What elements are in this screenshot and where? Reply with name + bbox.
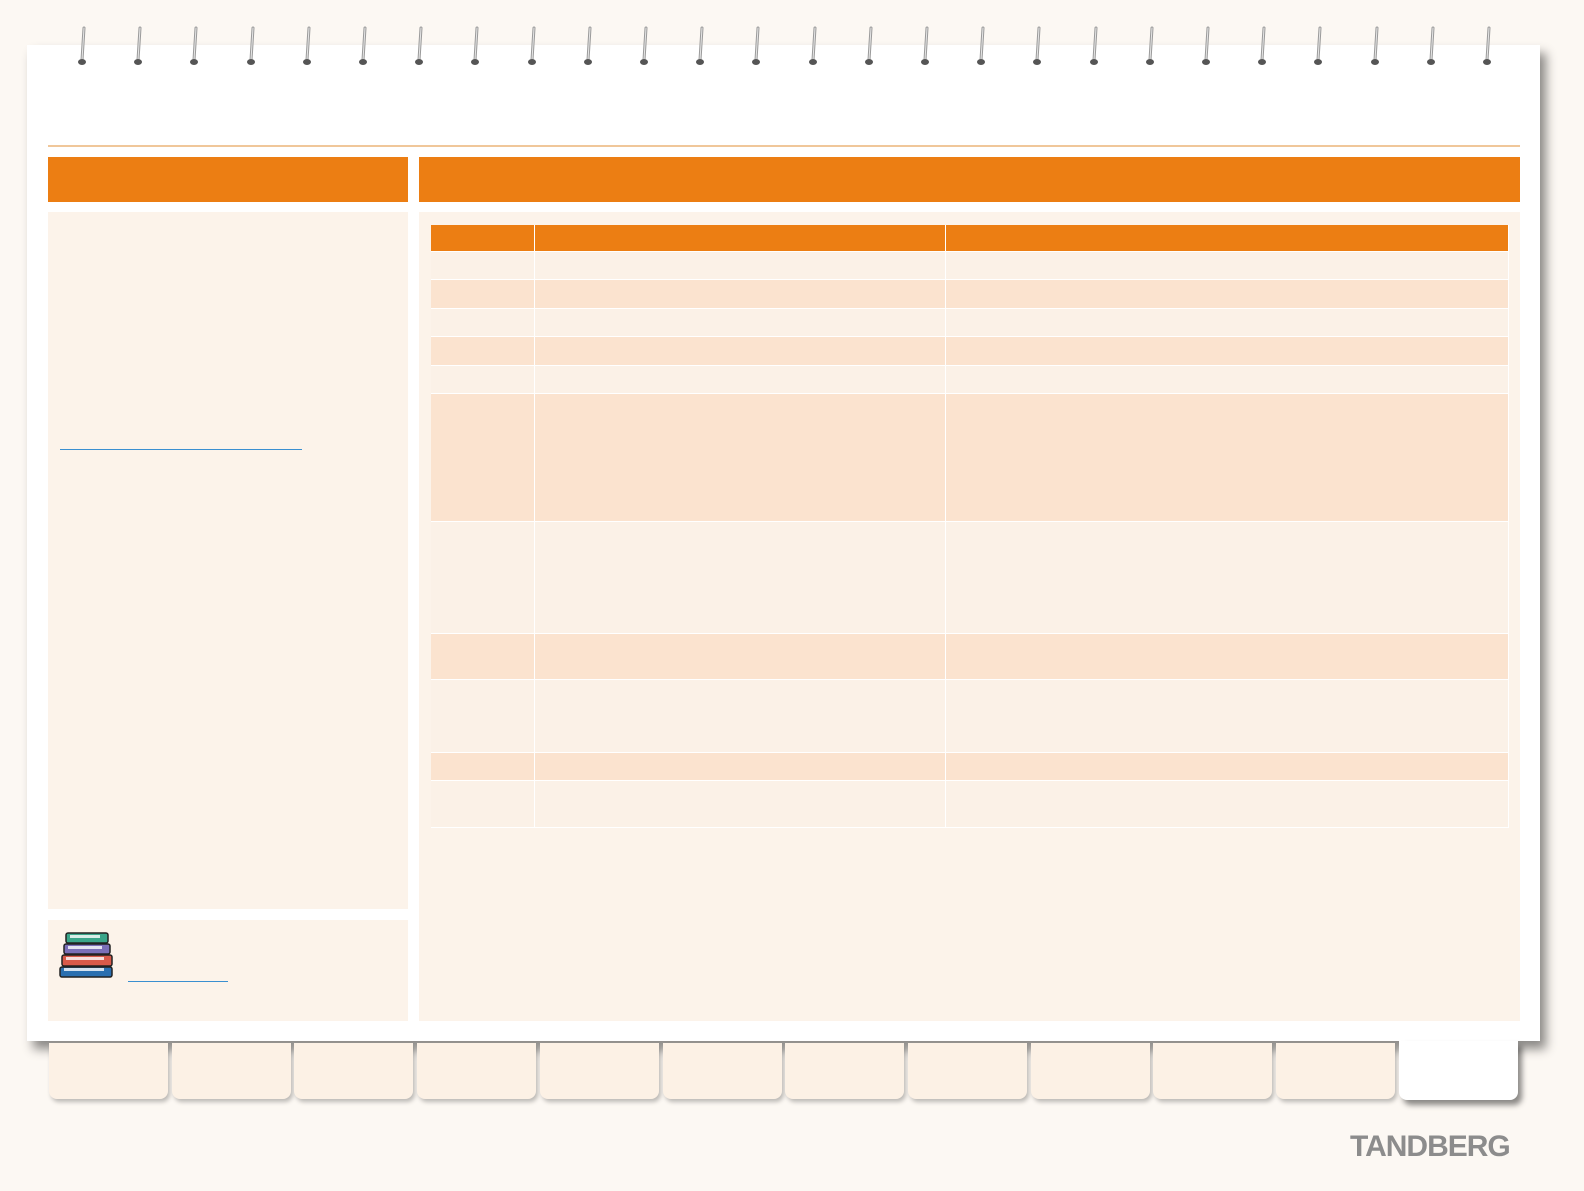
sidebar-header-bar [48,157,408,202]
table-row [431,393,1509,522]
table-cell [945,308,1509,337]
spiral-ring-icon [413,26,425,68]
table-row [431,308,1509,337]
table-cell [431,752,535,781]
table-cell [431,780,535,828]
spiral-ring-icon [526,26,538,68]
spiral-ring-icon [807,26,819,68]
section-tab[interactable] [417,1043,537,1099]
table-header-cell [534,225,946,252]
section-tab[interactable] [662,1043,782,1099]
section-tab[interactable] [294,1043,414,1099]
sidebar-link[interactable] [60,449,302,450]
spiral-ring-icon [975,26,987,68]
table-cell [534,521,946,634]
table-cell [945,365,1509,394]
spiral-ring-icon [1481,26,1493,68]
sidebar-panel [48,212,408,909]
spiral-ring-icon [863,26,875,68]
spiral-ring-icon [1312,26,1324,68]
spiral-ring-icon [245,26,257,68]
table-cell [534,633,946,680]
table-header-cell [945,225,1509,252]
table-row [431,679,1509,753]
table-cell [431,679,535,753]
table-cell [431,633,535,680]
spiral-ring-icon [301,26,313,68]
info-table [431,225,1509,828]
table-row [431,521,1509,634]
table-cell [945,780,1509,828]
table-row [431,365,1509,394]
table-row [431,336,1509,366]
spiral-ring-icon [1144,26,1156,68]
table-row [431,251,1509,280]
table-row [431,633,1509,680]
section-tab[interactable] [171,1043,291,1099]
section-tab[interactable] [1030,1043,1150,1099]
table-row [431,752,1509,781]
section-tab[interactable] [539,1043,659,1099]
table-cell [534,336,946,366]
table-header-row [431,225,1509,252]
spiral-ring-icon [750,26,762,68]
table-cell [534,365,946,394]
table-cell [431,521,535,634]
spiral-ring-icon [1425,26,1437,68]
spiral-ring-icon [1369,26,1381,68]
brand-logo: TANDBERG [1350,1130,1511,1163]
section-tab[interactable] [49,1043,168,1099]
table-cell [945,752,1509,781]
spiral-ring-icon [1256,26,1268,68]
spiral-ring-icon [76,26,88,68]
spiral-ring-icon [919,26,931,68]
reference-link[interactable] [128,981,228,982]
table-cell [534,393,946,522]
spiral-ring-icon [1200,26,1212,68]
table-cell [431,251,535,280]
table-cell [945,679,1509,753]
table-row [431,780,1509,828]
spiral-ring-icon [582,26,594,68]
spiral-ring-icon [694,26,706,68]
table-cell [945,336,1509,366]
spiral-ring-icon [188,26,200,68]
table-cell [945,393,1509,522]
main-header-bar [419,157,1520,202]
spiral-ring-icon [132,26,144,68]
table-cell [534,780,946,828]
section-tab[interactable] [1398,1041,1518,1100]
spiral-ring-icon [469,26,481,68]
table-cell [431,393,535,522]
table-cell [534,308,946,337]
table-cell [534,251,946,280]
table-cell [431,308,535,337]
table-cell [534,679,946,753]
table-cell [431,279,535,309]
table-cell [431,365,535,394]
table-row [431,279,1509,309]
section-tab[interactable] [907,1043,1027,1099]
books-icon [58,927,118,984]
table-header-cell [431,225,535,252]
spiral-ring-icon [1088,26,1100,68]
table-cell [431,336,535,366]
header-rule [48,145,1520,147]
section-tab[interactable] [1153,1043,1273,1099]
table-cell [945,279,1509,309]
section-tab[interactable] [785,1043,905,1099]
spiral-ring-icon [357,26,369,68]
table-cell [534,752,946,781]
table-cell [945,251,1509,280]
table-cell [534,279,946,309]
table-cell [945,633,1509,680]
spiral-ring-icon [638,26,650,68]
table-cell [945,521,1509,634]
spiral-ring-icon [1031,26,1043,68]
section-tab[interactable] [1276,1043,1395,1099]
